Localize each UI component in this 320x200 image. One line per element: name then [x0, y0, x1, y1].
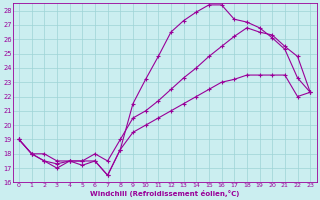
X-axis label: Windchill (Refroidissement éolien,°C): Windchill (Refroidissement éolien,°C) — [90, 190, 239, 197]
